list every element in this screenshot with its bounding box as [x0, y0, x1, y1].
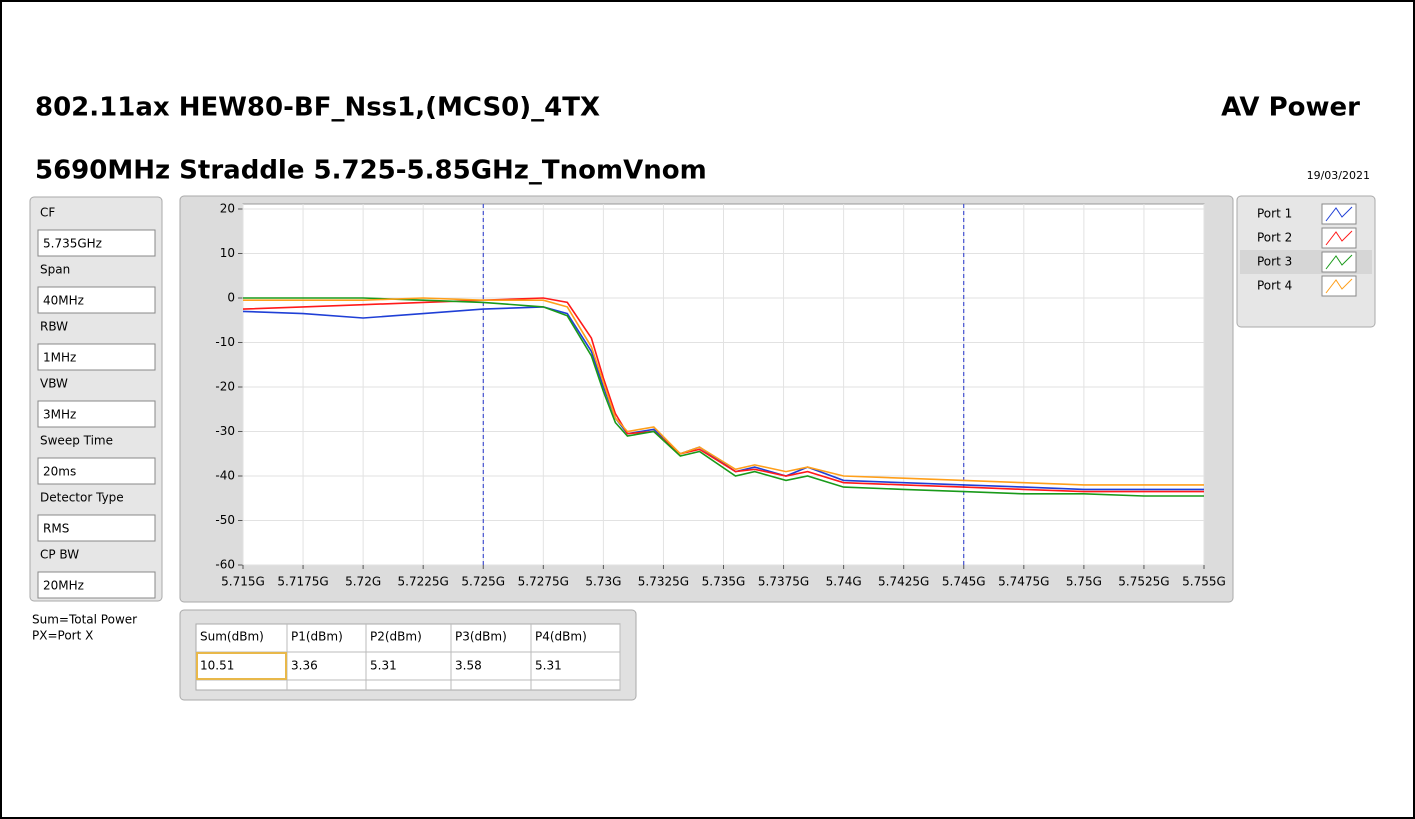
setting-box — [37, 400, 156, 428]
note: PX=Port X — [32, 629, 93, 643]
y-tick-label: 0 — [227, 291, 235, 305]
setting-value: 1MHz — [43, 351, 76, 365]
legend-swatch-box — [1321, 203, 1357, 225]
setting-label: Detector Type — [40, 491, 124, 505]
y-tick-label: -60 — [215, 558, 235, 572]
setting-value: RMS — [43, 522, 69, 536]
legend-label: Port 1 — [1257, 207, 1292, 221]
setting-label: Sweep Time — [40, 434, 113, 448]
table-header: P3(dBm) — [455, 630, 507, 644]
y-tick-label: 20 — [220, 202, 235, 216]
y-tick-label: -50 — [215, 513, 235, 527]
table-header: P2(dBm) — [370, 630, 422, 644]
x-tick-label: 5.7525G — [1118, 575, 1169, 589]
note: Sum=Total Power — [32, 613, 137, 627]
series-line — [243, 297, 1204, 497]
series-line — [243, 297, 1204, 486]
legend-swatch-box — [1321, 227, 1357, 249]
y-tick-label: -10 — [215, 335, 235, 349]
setting-label: RBW — [40, 320, 68, 334]
y-tick-label: -30 — [215, 424, 235, 438]
mode: AV Power — [1221, 93, 1360, 123]
legend-swatch — [1325, 254, 1353, 270]
x-tick-label: 5.7175G — [277, 575, 328, 589]
table-cell: 3.36 — [291, 659, 318, 673]
x-tick-label: 5.725G — [461, 575, 505, 589]
table-header: P4(dBm) — [535, 630, 587, 644]
legend-swatch — [1325, 206, 1353, 222]
selected-cell — [196, 652, 287, 680]
legend-swatch-box — [1321, 275, 1357, 297]
y-tick-label: -40 — [215, 469, 235, 483]
table-cell: 10.51 — [200, 659, 234, 673]
setting-label: VBW — [40, 377, 68, 391]
x-tick-label: 5.7375G — [758, 575, 809, 589]
legend-label: Port 4 — [1257, 279, 1292, 293]
x-tick-label: 5.755G — [1182, 575, 1226, 589]
setting-box — [37, 229, 156, 257]
setting-value: 5.735GHz — [43, 237, 102, 251]
x-tick-label: 5.7225G — [398, 575, 449, 589]
x-tick-label: 5.73G — [585, 575, 621, 589]
setting-box — [37, 286, 156, 314]
legend-swatch — [1325, 278, 1353, 294]
table-cell: 5.31 — [535, 659, 562, 673]
setting-box — [37, 514, 156, 542]
y-tick-label: 10 — [220, 246, 235, 260]
setting-label: Span — [40, 263, 70, 277]
x-tick-label: 5.745G — [942, 575, 986, 589]
x-tick-label: 5.7325G — [638, 575, 689, 589]
legend-label: Port 2 — [1257, 231, 1292, 245]
table-cell: 3.58 — [455, 659, 482, 673]
setting-label: CP BW — [40, 548, 79, 562]
x-tick-label: 5.715G — [221, 575, 265, 589]
date: 19/03/2021 — [1307, 169, 1370, 182]
x-tick-label: 5.72G — [345, 575, 381, 589]
x-tick-label: 5.74G — [826, 575, 862, 589]
setting-value: 20ms — [43, 465, 76, 479]
y-tick-label: -20 — [215, 380, 235, 394]
x-tick-label: 5.735G — [702, 575, 746, 589]
setting-box — [37, 457, 156, 485]
x-tick-label: 5.7425G — [878, 575, 929, 589]
x-tick-label: 5.7475G — [998, 575, 1049, 589]
setting-value: 20MHz — [43, 579, 84, 593]
table-header: Sum(dBm) — [200, 630, 264, 644]
table-cell: 5.31 — [370, 659, 397, 673]
legend-label: Port 3 — [1257, 255, 1292, 269]
table-header: P1(dBm) — [291, 630, 343, 644]
setting-box — [37, 571, 156, 599]
setting-value: 40MHz — [43, 294, 84, 308]
x-tick-label: 5.75G — [1066, 575, 1102, 589]
x-tick-label: 5.7275G — [518, 575, 569, 589]
legend-swatch — [1325, 230, 1353, 246]
setting-value: 3MHz — [43, 408, 76, 422]
subtitle: 5690MHz Straddle 5.725-5.85GHz_TnomVnom — [35, 156, 707, 186]
legend-swatch-box — [1321, 251, 1357, 273]
setting-label: CF — [40, 206, 55, 220]
setting-box — [37, 343, 156, 371]
title: 802.11ax HEW80-BF_Nss1,(MCS0)_4TX — [35, 93, 600, 123]
